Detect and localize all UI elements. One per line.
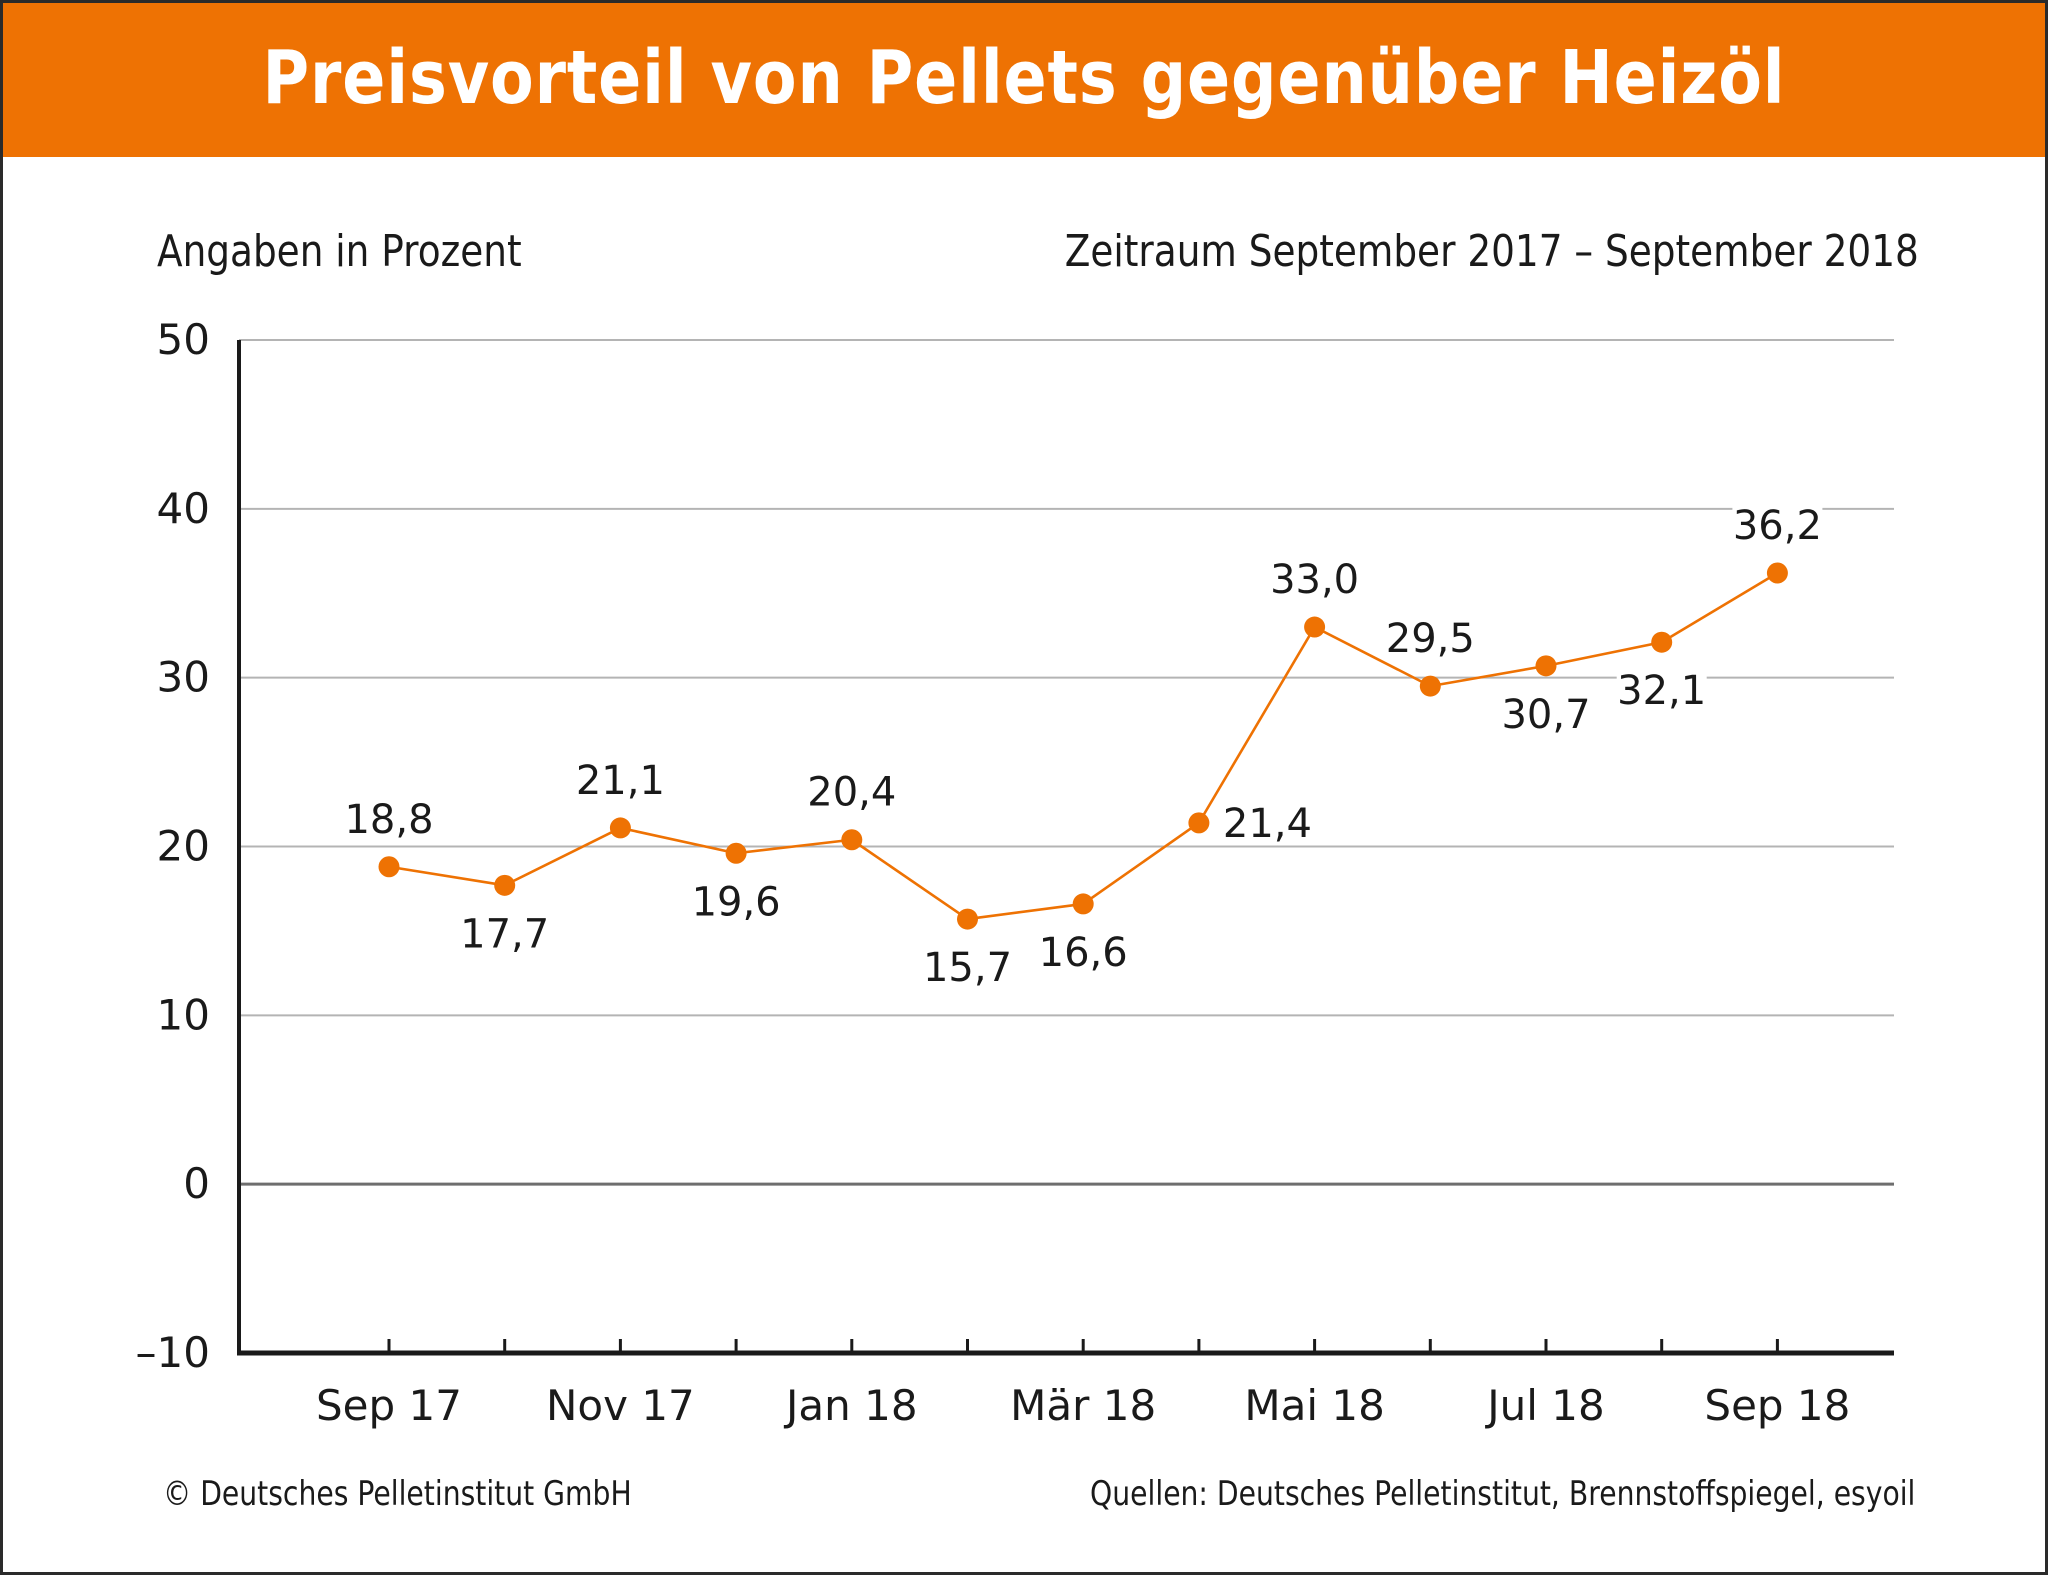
data-label-bg [1038, 929, 1129, 974]
x-axis: Sep 17 Nov 17 Jan 18 Mär 18 Mai 18 Jul 18 Sep … [237, 340, 1894, 1430]
y-tick-label: 40 [157, 484, 210, 533]
data-label: 33,0 [1270, 557, 1359, 603]
y-axis-tick-labels: 50 40 30 20 10 0 –10 [136, 315, 210, 1377]
data-point [1766, 562, 1788, 584]
data-label: 29,5 [1386, 616, 1475, 662]
data-point [1535, 655, 1557, 677]
data-label: 21,4 [1223, 801, 1312, 847]
data-label: 16,6 [1039, 930, 1128, 976]
y-tick-label: 30 [157, 653, 210, 702]
y-tick-label: 20 [157, 822, 210, 871]
data-label-bg [575, 757, 666, 802]
data-label-bg [1616, 668, 1707, 713]
data-point [1304, 616, 1326, 638]
data-label: 32,1 [1617, 668, 1706, 714]
data-point [1072, 893, 1094, 915]
data-label-bg [922, 945, 1013, 990]
y-unit-label: Angaben in Prozent [157, 226, 522, 277]
gridlines [239, 339, 1894, 1186]
data-labels: 18,8 17,7 21,1 19,6 20,4 15,7 16,6 21,4 33,0 29,5… [344, 502, 1823, 991]
data-label: 15,7 [923, 945, 1012, 991]
x-tick-label: Sep 18 [1704, 1381, 1850, 1430]
x-tick-label: Sep 17 [316, 1381, 462, 1430]
data-label: 21,1 [576, 758, 665, 804]
series-line [388, 571, 1779, 921]
data-point [609, 817, 631, 839]
data-point [957, 908, 978, 930]
data-label-bg [1385, 616, 1476, 661]
data-label-bg [344, 796, 434, 841]
data-label-bg [806, 769, 897, 814]
x-tick-label: Mai 18 [1244, 1381, 1384, 1430]
data-label-bg [1501, 691, 1591, 736]
data-label: 19,6 [692, 879, 781, 925]
data-label-bg [1732, 502, 1823, 547]
y-tick-label: –10 [136, 1328, 210, 1377]
y-tick-label: 0 [183, 1159, 210, 1208]
data-point [841, 829, 863, 851]
x-tick-label: Jul 18 [1484, 1381, 1604, 1430]
sources-note: Quellen: Deutsches Pelletinstitut, Brenn… [1089, 1474, 1915, 1514]
data-label-bg [459, 911, 550, 956]
data-point [1188, 812, 1210, 834]
copyright-note: © Deutsches Pelletinstitut GmbH [163, 1474, 632, 1514]
data-point [1419, 675, 1441, 697]
data-label-bg [1269, 557, 1360, 602]
data-point [1651, 631, 1673, 653]
x-tick-label: Nov 17 [546, 1381, 695, 1430]
x-tick-label: Mär 18 [1010, 1381, 1156, 1430]
series-preisvorteil [378, 562, 1788, 930]
data-point [725, 842, 747, 864]
y-tick-label: 10 [157, 990, 210, 1039]
data-label: 20,4 [807, 770, 896, 816]
title-banner: Preisvorteil von Pellets gegenüber Heizö… [3, 3, 2045, 157]
data-label: 18,8 [344, 797, 433, 843]
x-tick-label: Jan 18 [783, 1381, 918, 1430]
y-tick-label: 50 [157, 315, 210, 364]
period-label: Zeitraum September 2017 – September 2018 [1064, 226, 1919, 277]
chart-title: Preisvorteil von Pellets gegenüber Heizö… [262, 35, 1786, 121]
data-label: 36,2 [1733, 503, 1822, 549]
data-label: 30,7 [1501, 692, 1590, 738]
data-point [494, 874, 516, 896]
data-label-bg [1216, 800, 1307, 845]
data-point [378, 856, 400, 878]
data-label: 17,7 [460, 911, 549, 957]
data-label-bg [691, 879, 782, 924]
